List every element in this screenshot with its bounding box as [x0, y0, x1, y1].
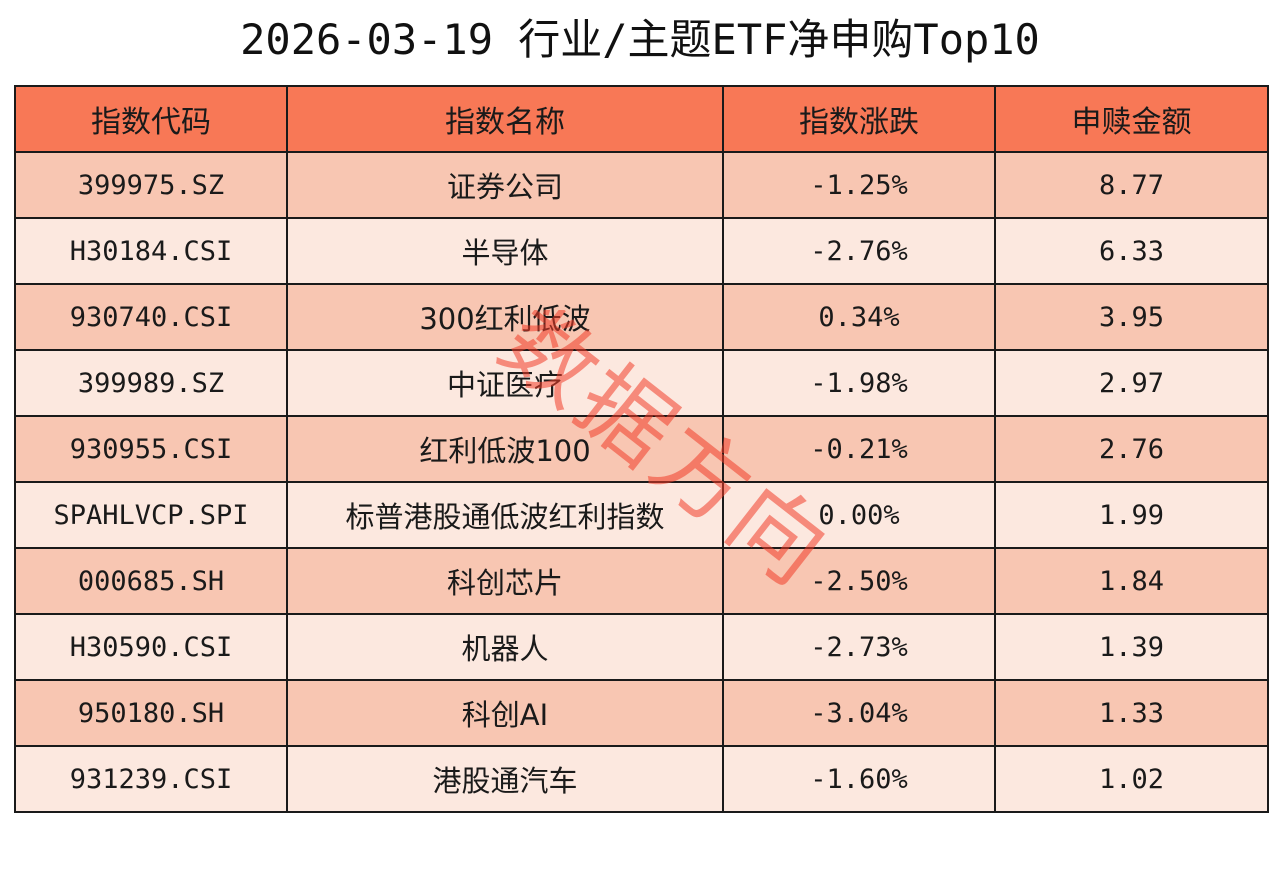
index-change-cell: -1.60%: [722, 745, 996, 813]
index-code-cell: 930740.CSI: [14, 283, 288, 351]
table-row: 950180.SH 科创AI -3.04% 1.33: [14, 679, 1269, 747]
amount-cell: 1.33: [994, 679, 1269, 747]
index-name-cell: 红利低波100: [286, 415, 724, 483]
index-change-cell: -1.98%: [722, 349, 996, 417]
amount-cell: 2.76: [994, 415, 1269, 483]
index-name-cell: 科创芯片: [286, 547, 724, 615]
page-title: 2026-03-19 行业/主题ETF净申购Top10: [240, 15, 1040, 64]
index-change-cell: -2.76%: [722, 217, 996, 285]
index-name-cell: 300红利低波: [286, 283, 724, 351]
index-code-cell: 399989.SZ: [14, 349, 288, 417]
index-name-cell: 证券公司: [286, 151, 724, 219]
index-name-cell: 港股通汽车: [286, 745, 724, 813]
header-index-name: 指数名称: [286, 85, 724, 153]
table-row: 399975.SZ 证券公司 -1.25% 8.77: [14, 151, 1269, 219]
index-name-cell: 机器人: [286, 613, 724, 681]
index-change-cell: -2.50%: [722, 547, 996, 615]
amount-cell: 6.33: [994, 217, 1269, 285]
header-index-change: 指数涨跌: [722, 85, 996, 153]
index-name-cell: 标普港股通低波红利指数: [286, 481, 724, 549]
header-index-code: 指数代码: [14, 85, 288, 153]
index-change-cell: 0.34%: [722, 283, 996, 351]
index-change-cell: -1.25%: [722, 151, 996, 219]
index-code-cell: 000685.SH: [14, 547, 288, 615]
index-code-cell: H30590.CSI: [14, 613, 288, 681]
index-change-cell: -2.73%: [722, 613, 996, 681]
table-row: 000685.SH 科创芯片 -2.50% 1.84: [14, 547, 1269, 615]
index-name-cell: 中证医疗: [286, 349, 724, 417]
index-name-cell: 科创AI: [286, 679, 724, 747]
index-code-cell: 950180.SH: [14, 679, 288, 747]
amount-cell: 1.02: [994, 745, 1269, 813]
index-change-cell: -3.04%: [722, 679, 996, 747]
amount-cell: 1.84: [994, 547, 1269, 615]
table-row: 931239.CSI 港股通汽车 -1.60% 1.02: [14, 745, 1269, 813]
table-row: 930955.CSI 红利低波100 -0.21% 2.76: [14, 415, 1269, 483]
table-body: 399975.SZ 证券公司 -1.25% 8.77 H30184.CSI 半导…: [14, 151, 1269, 813]
amount-cell: 8.77: [994, 151, 1269, 219]
index-change-cell: 0.00%: [722, 481, 996, 549]
amount-cell: 1.99: [994, 481, 1269, 549]
header-subscription-amount: 申赎金额: [994, 85, 1269, 153]
amount-cell: 2.97: [994, 349, 1269, 417]
table-row: 399989.SZ 中证医疗 -1.98% 2.97: [14, 349, 1269, 417]
table-row: SPAHLVCP.SPI 标普港股通低波红利指数 0.00% 1.99: [14, 481, 1269, 549]
index-change-cell: -0.21%: [722, 415, 996, 483]
index-code-cell: 930955.CSI: [14, 415, 288, 483]
index-code-cell: H30184.CSI: [14, 217, 288, 285]
amount-cell: 3.95: [994, 283, 1269, 351]
amount-cell: 1.39: [994, 613, 1269, 681]
index-code-cell: SPAHLVCP.SPI: [14, 481, 288, 549]
index-name-cell: 半导体: [286, 217, 724, 285]
header-row: 指数代码 指数名称 指数涨跌 申赎金额: [14, 85, 1269, 153]
table-row: H30184.CSI 半导体 -2.76% 6.33: [14, 217, 1269, 285]
etf-table: 指数代码 指数名称 指数涨跌 申赎金额 399975.SZ 证券公司 -1.25…: [14, 85, 1269, 813]
table-row: 930740.CSI 300红利低波 0.34% 3.95: [14, 283, 1269, 351]
table-row: H30590.CSI 机器人 -2.73% 1.39: [14, 613, 1269, 681]
index-code-cell: 931239.CSI: [14, 745, 288, 813]
table-header: 指数代码 指数名称 指数涨跌 申赎金额: [14, 85, 1269, 153]
index-code-cell: 399975.SZ: [14, 151, 288, 219]
